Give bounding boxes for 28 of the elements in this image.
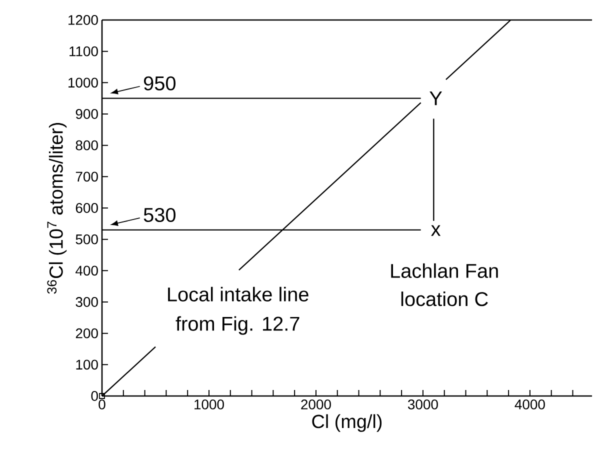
y-tick-label: 900 (76, 109, 98, 119)
x-tick-label: 2000 (301, 400, 331, 410)
x-tick-label: 0 (98, 400, 106, 410)
y-tick-label: 600 (76, 203, 98, 213)
x-tick-label: 1000 (194, 400, 224, 410)
x-tick-label: 3000 (408, 400, 438, 410)
x-tick-label: 4000 (514, 400, 545, 410)
annotation: 950 (144, 76, 176, 90)
y-axis-title: $^{36}$Cl (10$^{7}$ atoms/liter) (47, 122, 67, 294)
y-tick-label: 400 (76, 266, 98, 276)
y-tick-label: 800 (76, 140, 98, 150)
annotation: Y (430, 91, 442, 106)
y-tick-label: 1100 (70, 46, 98, 56)
annotation: x (431, 225, 441, 236)
annotation: from Fig. 12.7 (176, 316, 300, 335)
y-tick-label: 1200 (68, 15, 98, 25)
y-tick-label: 200 (76, 328, 98, 338)
y-tick-label: 700 (76, 172, 98, 182)
y-tick-label: 1000 (68, 78, 98, 88)
annotation: location C (401, 292, 488, 306)
x-axis-title: Cl (mg/l) (312, 414, 382, 432)
y-tick-label: 0 (91, 391, 98, 401)
y-tick-label: 300 (76, 297, 98, 307)
annotation: Local intake line (168, 286, 308, 302)
annotation: 530 (144, 208, 176, 222)
annotation: Lachlan Fan (391, 263, 498, 278)
y-tick-label: 100 (76, 360, 98, 370)
y-tick-label: 500 (76, 234, 98, 244)
